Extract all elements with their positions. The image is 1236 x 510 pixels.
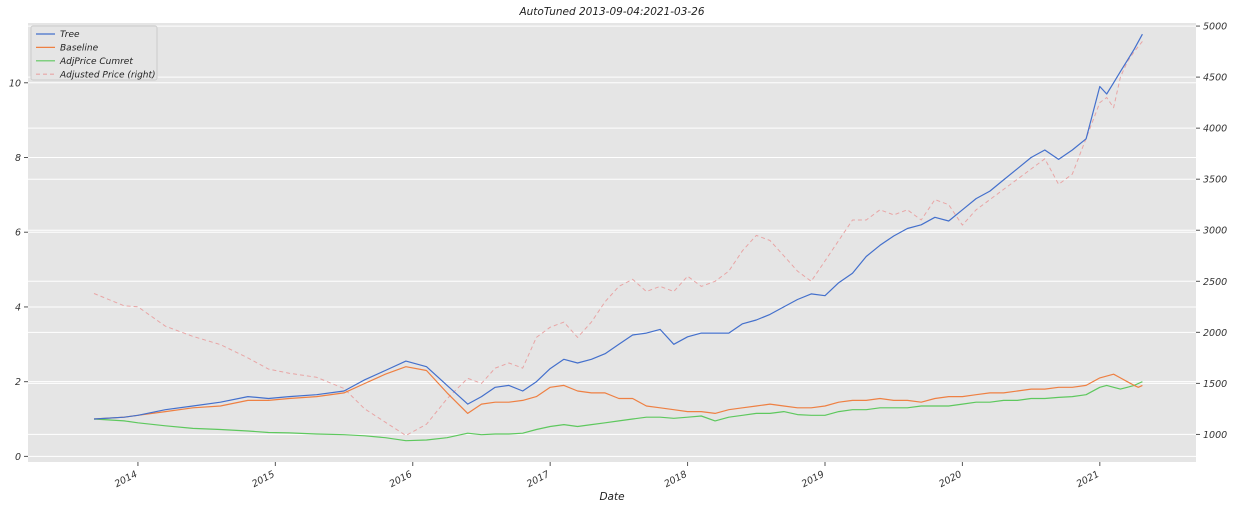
- series-line-3: [93, 41, 1143, 436]
- legend-entry-0: Tree: [60, 30, 80, 40]
- y-tick-label-left: 6: [15, 228, 21, 239]
- x-axis-title: Date: [599, 491, 624, 503]
- y-tick-label-right: 4000: [1203, 124, 1227, 135]
- chart-title: AutoTuned 2013-09-04:2021-03-26: [518, 6, 704, 18]
- legend-entry-3: Adjusted Price (right): [59, 70, 156, 80]
- y-tick-label-right: 1500: [1203, 379, 1227, 390]
- y-tick-label-left: 10: [9, 78, 21, 89]
- y-tick-label-left: 8: [15, 153, 21, 164]
- series-line-0: [93, 33, 1143, 420]
- y-tick-label-right: 3000: [1203, 226, 1227, 237]
- y-tick-label-left: 0: [15, 452, 21, 463]
- grid-lines: [28, 25, 1196, 457]
- legend-box: [30, 25, 158, 81]
- x-tick-label: 2018: [662, 469, 689, 490]
- x-tick-label: 2017: [525, 469, 552, 490]
- legend: Tree Baseline AdjPrice Cumret Adjusted Pric…: [30, 25, 158, 81]
- series-lines: [93, 33, 1143, 442]
- y-tick-label-right: 3500: [1203, 175, 1227, 186]
- y-tick-label-right: 4500: [1203, 73, 1227, 84]
- y-tick-label-left: 4: [15, 302, 21, 313]
- legend-entry-1: Baseline: [60, 44, 99, 54]
- y-tick-label-right: 1000: [1203, 430, 1227, 441]
- y-tick-label-left: 2: [15, 377, 21, 388]
- y-tick-label-right: 2000: [1203, 328, 1227, 339]
- x-tick-label: 2015: [250, 469, 277, 490]
- x-tick-label: 2019: [800, 469, 827, 490]
- x-tick-label: 2016: [388, 469, 415, 490]
- plot-area: [28, 23, 1196, 462]
- series-line-1: [93, 366, 1143, 420]
- y-tick-label-right: 2500: [1203, 277, 1227, 288]
- series-line-2: [93, 381, 1143, 442]
- x-tick-label: 2021: [1075, 469, 1102, 490]
- y-tick-label-right: 5000: [1203, 22, 1227, 33]
- x-tick-label: 2014: [113, 469, 140, 490]
- legend-entry-2: AdjPrice Cumret: [59, 57, 133, 67]
- x-tick-label: 2020: [937, 469, 964, 490]
